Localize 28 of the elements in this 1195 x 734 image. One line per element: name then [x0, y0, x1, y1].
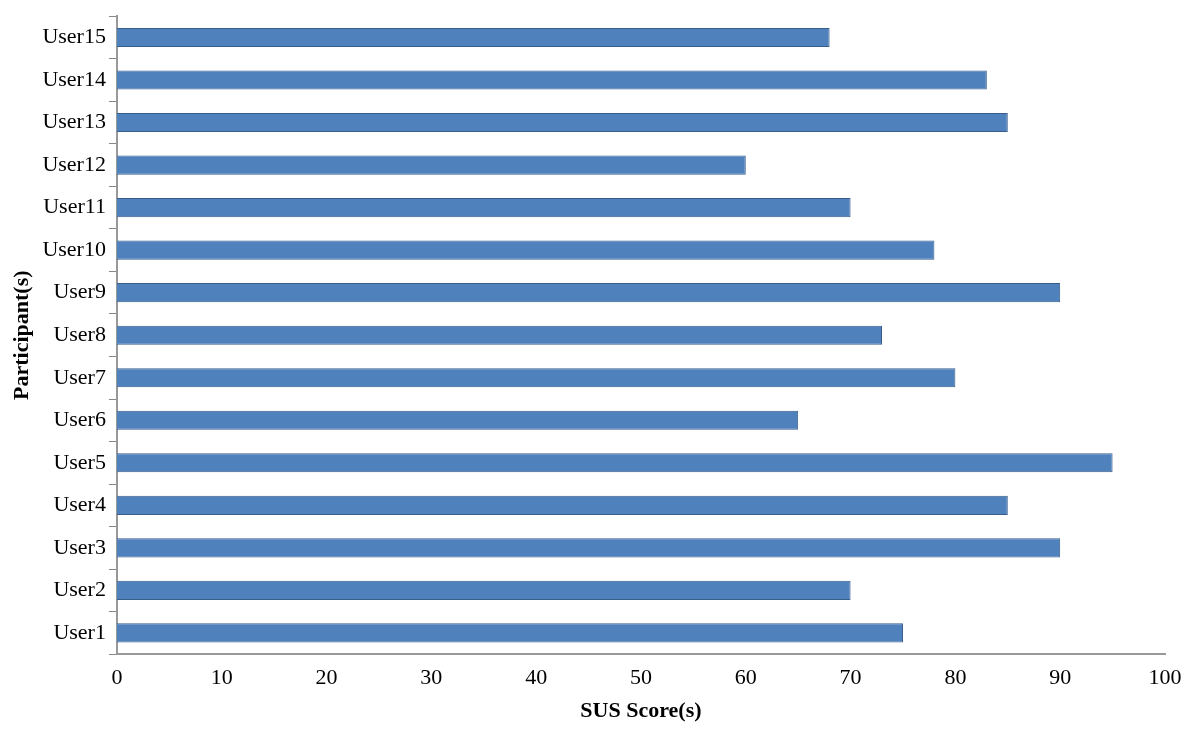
- x-axis-title: SUS Score(s): [580, 697, 702, 723]
- x-tick-label: 30: [420, 664, 443, 690]
- y-tick-label: User11: [43, 193, 106, 219]
- y-tick-label: User3: [53, 533, 106, 559]
- x-tick-label: 80: [944, 664, 967, 690]
- y-tick-label: User6: [53, 406, 106, 432]
- y-tick-label: User5: [53, 448, 106, 474]
- y-tick-label: User12: [42, 150, 106, 176]
- x-tick-label: 10: [210, 664, 233, 690]
- y-tick-label: User14: [42, 65, 106, 91]
- x-tick-label: 100: [1148, 664, 1182, 690]
- y-tick-label: User2: [53, 576, 106, 602]
- x-tick-label: 40: [525, 664, 548, 690]
- y-tick-label: User7: [53, 363, 106, 389]
- y-tick-label: User9: [53, 278, 106, 304]
- y-tick-label: User4: [53, 491, 106, 517]
- x-tick-label: 20: [315, 664, 338, 690]
- y-tick-label: User15: [42, 23, 106, 49]
- x-tick-label: 70: [839, 664, 862, 690]
- x-tick-label: 60: [734, 664, 757, 690]
- x-tick-label: 90: [1049, 664, 1072, 690]
- x-tick-label: 0: [111, 664, 123, 690]
- y-tick-label: User8: [53, 320, 106, 346]
- x-tick-label: 50: [629, 664, 652, 690]
- y-tick-label: User1: [53, 618, 106, 644]
- y-axis-title: Participant(s): [7, 270, 33, 400]
- y-tick-label: User13: [42, 108, 106, 134]
- y-tick-label: User10: [42, 235, 106, 261]
